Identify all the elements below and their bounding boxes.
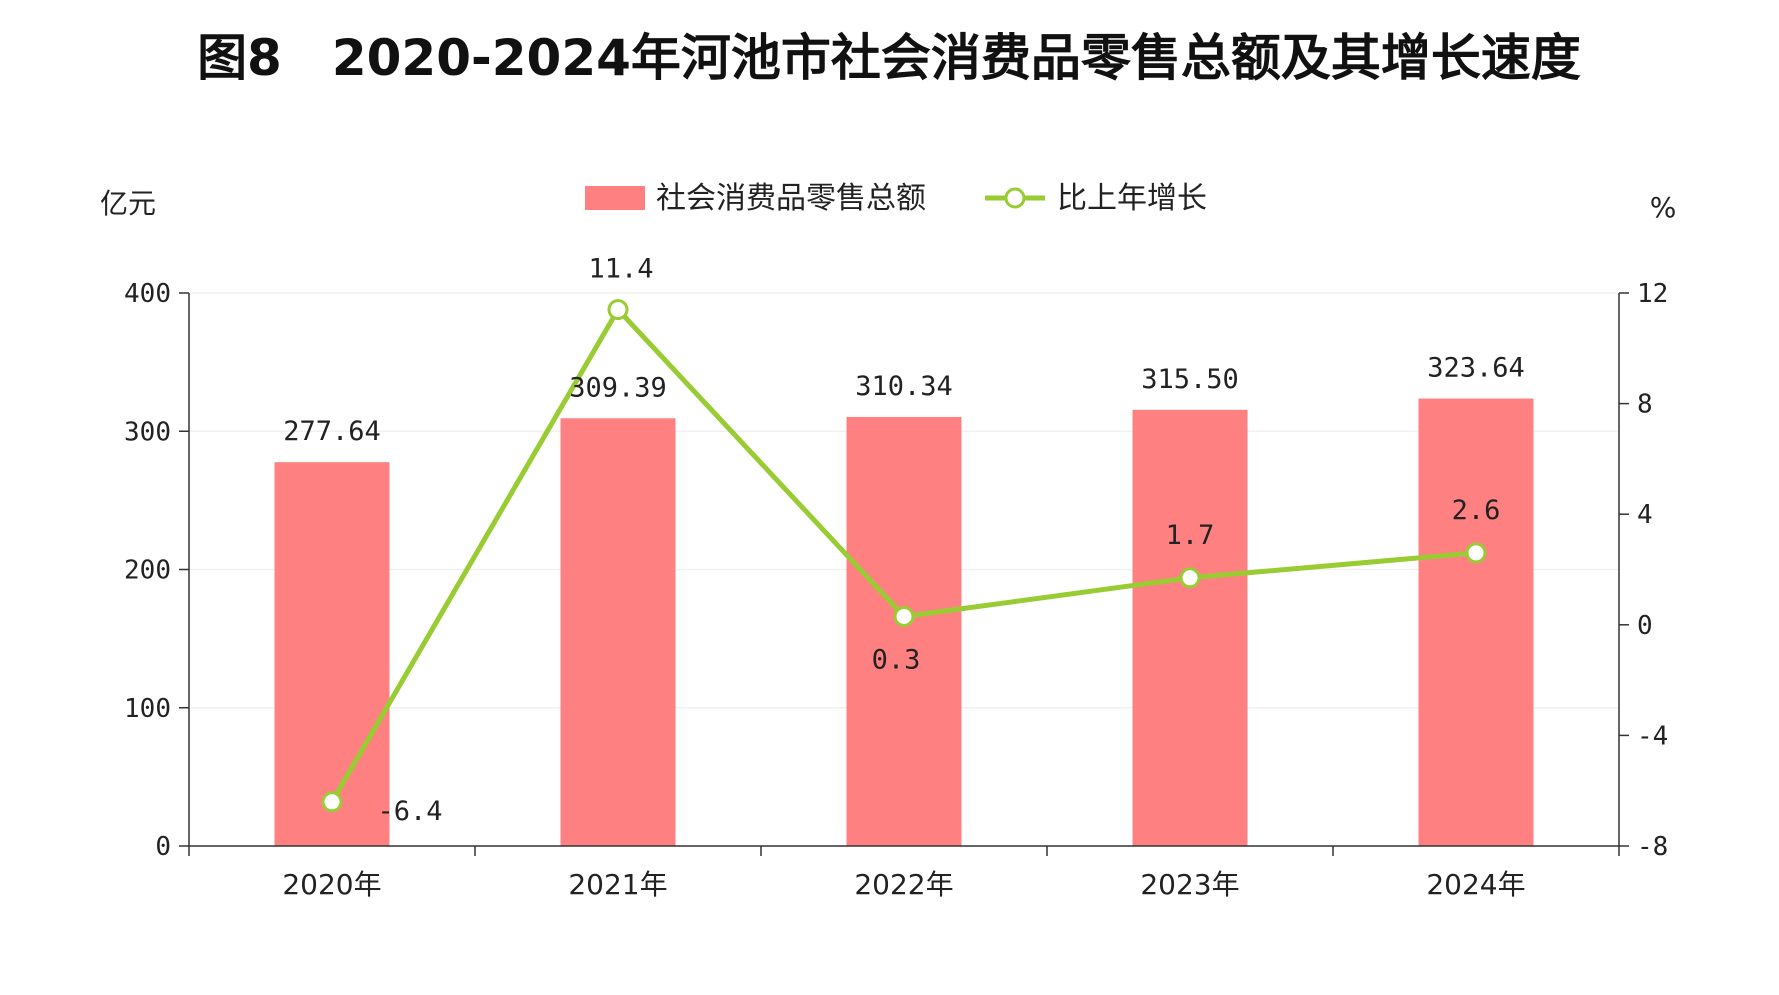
bar (1418, 398, 1534, 846)
growth-point (893, 606, 915, 628)
growth-point (321, 791, 343, 813)
bar-value-label: 277.64 (283, 416, 381, 447)
right-tick-label: -4 (1637, 721, 1668, 751)
bar-value-label: 323.64 (1427, 353, 1525, 384)
legend-line-label: 比上年增长 (1057, 181, 1207, 216)
x-tick-label: 2020年 (282, 868, 381, 901)
bar (274, 462, 390, 846)
growth-value-label: 2.6 (1452, 495, 1501, 526)
left-axis-unit: 亿元 (100, 187, 156, 220)
bars (274, 398, 1534, 846)
growth-value-label: 1.7 (1166, 520, 1215, 551)
growth-value-label: 11.4 (588, 254, 653, 285)
bar (846, 416, 962, 846)
chart-title: 图8 2020-2024年河池市社会消费品零售总额及其增长速度 (197, 29, 1581, 87)
left-tick-label: 100 (124, 694, 171, 724)
bar-value-label: 315.50 (1141, 364, 1239, 395)
left-tick-label: 300 (124, 417, 171, 447)
x-tick-label: 2023年 (1140, 868, 1239, 901)
data-labels: 277.64 309.39 310.34 315.50 323.64 -6.4 11.4 0.… (283, 254, 1525, 827)
left-tick-label: 400 (124, 279, 171, 309)
right-tick-label: 8 (1637, 390, 1653, 420)
legend: 社会消费品零售总额 比上年增长 (585, 181, 1207, 216)
right-tick-label: 0 (1637, 611, 1653, 641)
bar (1132, 409, 1248, 846)
left-tick-label: 0 (155, 832, 171, 862)
growth-line (321, 299, 1487, 813)
legend-bar-label: 社会消费品零售总额 (656, 181, 926, 216)
growth-value-label: -6.4 (377, 796, 442, 827)
x-tick-label: 2022年 (854, 868, 953, 901)
right-tick-label: 12 (1637, 279, 1668, 309)
axes: 0 100 200 300 400 -8 -4 0 4 8 12 2020年 2021年 2022年 202… (124, 279, 1668, 901)
bar-value-label: 310.34 (855, 371, 953, 402)
right-tick-label: -8 (1637, 832, 1668, 862)
x-tick-label: 2024年 (1426, 868, 1525, 901)
right-tick-label: 4 (1637, 500, 1653, 530)
x-tick-label: 2021年 (568, 868, 667, 901)
growth-point (1179, 567, 1201, 589)
bar (560, 418, 676, 846)
growth-value-label: 0.3 (872, 645, 921, 676)
left-tick-label: 200 (124, 556, 171, 586)
right-axis-unit: % (1650, 191, 1677, 224)
growth-point (1465, 542, 1487, 564)
growth-point (607, 299, 629, 321)
bar-value-label: 309.39 (569, 372, 667, 403)
legend-bar-swatch (585, 186, 645, 210)
legend-line-marker (1004, 187, 1026, 209)
